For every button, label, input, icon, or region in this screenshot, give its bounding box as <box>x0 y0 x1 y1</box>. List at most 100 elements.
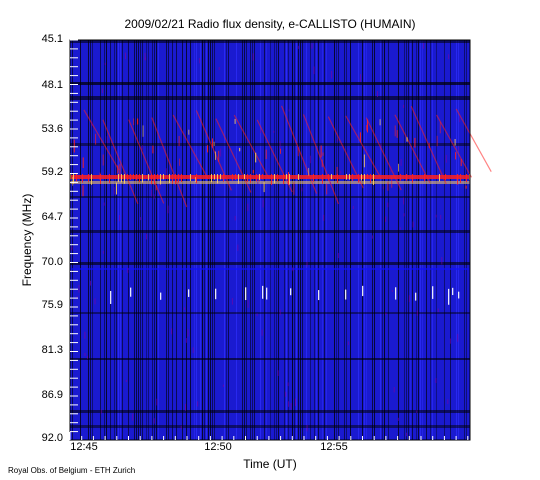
drifting-burst <box>128 119 165 204</box>
burst-patch <box>274 174 275 184</box>
speckle <box>292 267 294 272</box>
burst-patch <box>255 152 257 163</box>
speckle <box>261 329 263 336</box>
burst-patch <box>172 174 173 184</box>
spectrogram-column <box>224 40 225 440</box>
spectrogram-band <box>70 268 470 270</box>
spectrogram-column <box>172 40 173 440</box>
drifting-burst <box>302 114 340 205</box>
burst-patch <box>396 130 398 138</box>
spectrogram-column <box>204 40 205 440</box>
speckle <box>406 432 407 437</box>
spectrogram-column <box>252 40 253 440</box>
spectrogram-column <box>116 40 117 440</box>
speckle <box>104 62 106 66</box>
burst-patch <box>178 174 179 183</box>
burst-patch <box>320 145 322 158</box>
speckle <box>277 370 279 376</box>
burst-patch <box>154 174 155 185</box>
speckle <box>306 261 308 267</box>
speckle <box>94 298 96 305</box>
speckle <box>435 378 437 383</box>
speckle <box>397 417 399 421</box>
speckle <box>256 313 258 317</box>
speckle <box>140 217 142 221</box>
spectrogram-column <box>444 40 445 440</box>
speckle <box>231 298 233 305</box>
speckle <box>447 399 449 404</box>
burst-patch <box>398 163 399 172</box>
speckle <box>167 205 169 214</box>
burst-patch <box>213 141 215 147</box>
interference-spike <box>452 287 454 296</box>
speckle <box>222 384 224 387</box>
burst-patch <box>195 177 197 182</box>
burst-patch <box>152 145 154 154</box>
spectrogram-columns <box>72 40 467 440</box>
spectrogram-column <box>336 40 337 440</box>
speckle <box>84 331 86 339</box>
y-tick-marks <box>70 39 78 433</box>
spectrogram-column <box>118 40 119 440</box>
speckle <box>385 216 387 222</box>
drifting-burst <box>345 115 382 178</box>
speckle <box>403 104 405 108</box>
spectrogram-column <box>138 40 139 440</box>
spectrogram-column <box>104 40 105 440</box>
speckle <box>237 244 239 251</box>
drifting-burst <box>280 105 318 194</box>
speckle <box>323 214 325 221</box>
burst-patch <box>179 158 181 166</box>
burst-patch <box>76 174 77 182</box>
burst-patch <box>117 165 119 174</box>
burst-patch <box>359 132 361 143</box>
speckle <box>78 285 80 293</box>
spectrogram-column <box>202 40 203 440</box>
spectrogram-column <box>128 40 129 440</box>
speckle <box>90 280 91 286</box>
y-tick-label: 92.0 <box>41 432 63 444</box>
speckle <box>197 401 199 407</box>
burst-patch <box>424 174 425 182</box>
burst-patch <box>400 174 401 181</box>
speckle <box>103 202 105 206</box>
speckle <box>400 159 402 166</box>
burst-patch <box>211 174 212 183</box>
spectrogram-column <box>382 40 383 440</box>
spectrogram-column <box>242 40 243 440</box>
speckle <box>385 312 387 316</box>
plot-frame <box>69 39 471 441</box>
burst-patch <box>196 174 197 184</box>
interference-spike <box>318 290 320 301</box>
speckle <box>448 54 450 60</box>
burst-patch <box>460 158 462 167</box>
speckle <box>252 53 254 61</box>
speckle <box>125 52 126 60</box>
burst-patch <box>379 119 381 126</box>
burst-patch <box>72 176 74 186</box>
burst-patch <box>118 174 119 182</box>
spectrogram-bands <box>70 40 470 428</box>
burst-patch <box>394 125 396 137</box>
burst-patch <box>363 154 365 168</box>
drifting-burst <box>102 119 139 205</box>
interference-spike <box>448 288 450 305</box>
burst-patch <box>321 159 323 168</box>
spectrogram-column <box>314 40 315 440</box>
spectrogram-column <box>432 40 433 440</box>
burst-patch <box>455 152 457 160</box>
burst-patch <box>234 118 236 124</box>
y-axis-label: Frequency (MHz) <box>20 193 34 287</box>
burst-patch <box>293 182 295 195</box>
spectrogram-column <box>206 40 207 440</box>
burst-patch <box>331 174 332 180</box>
spectrogram-column <box>110 40 111 440</box>
burst-patch <box>428 142 430 149</box>
speckle <box>435 214 437 218</box>
speckle <box>102 250 104 254</box>
burst-patch <box>82 174 83 183</box>
drifting-burst <box>394 114 431 183</box>
drifting-burst <box>256 119 293 193</box>
burst-patch <box>223 174 224 182</box>
speckle <box>301 187 303 192</box>
